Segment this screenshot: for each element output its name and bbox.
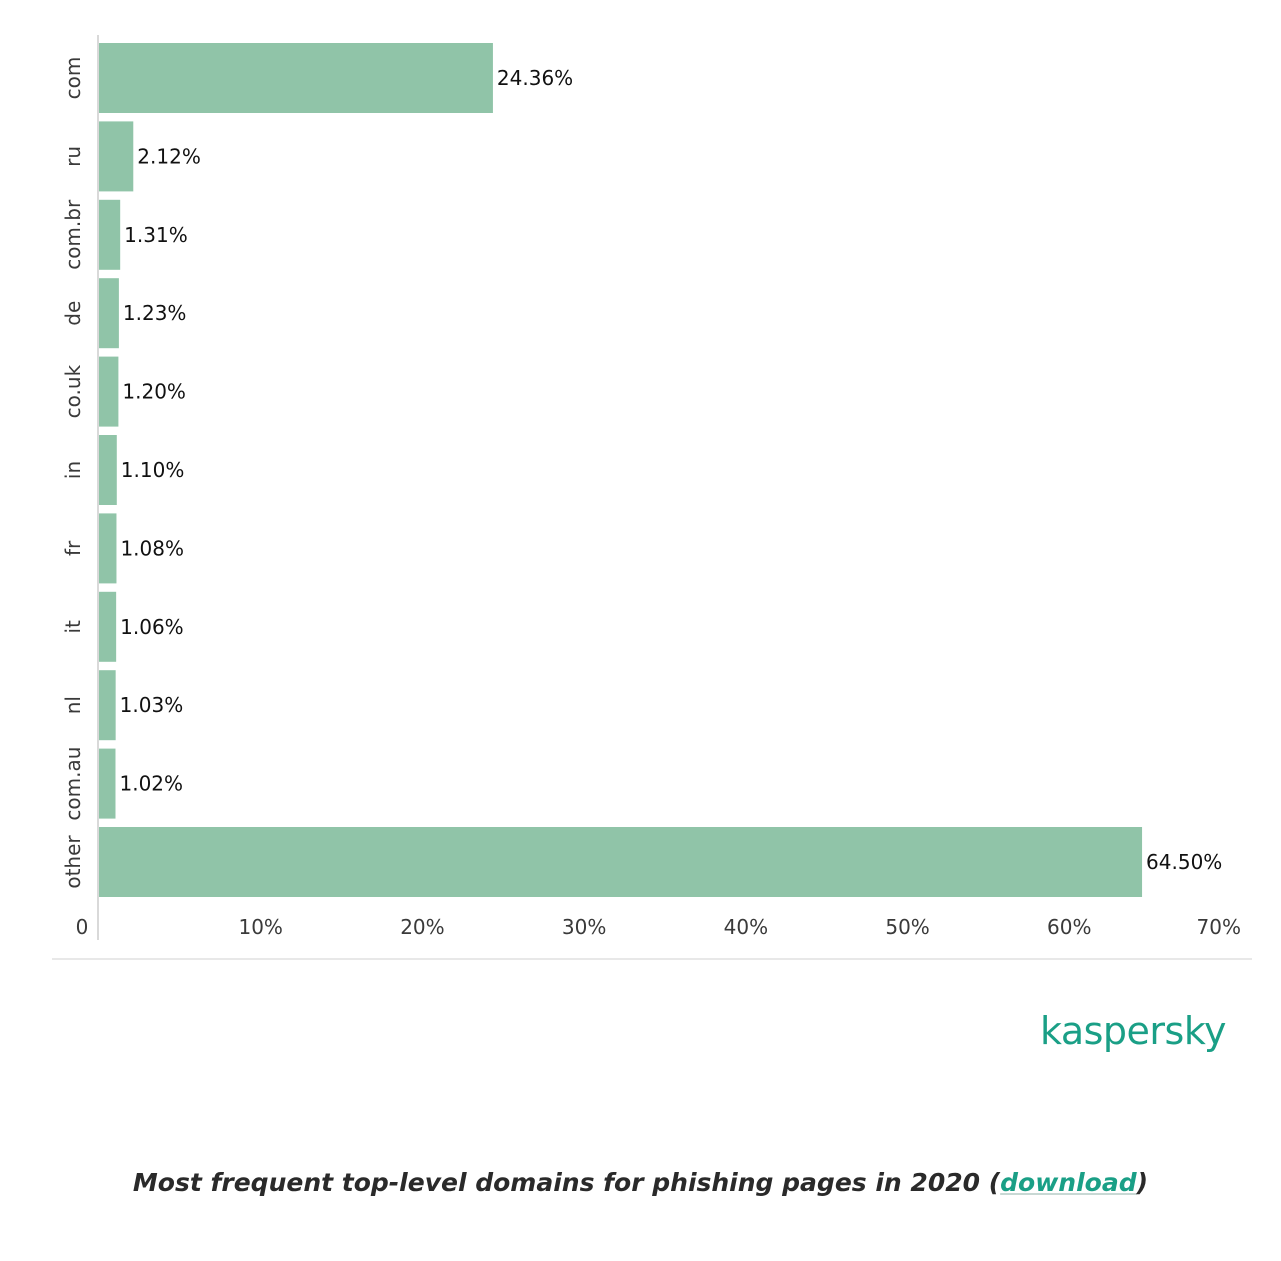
value-label-it: 1.06%: [120, 615, 184, 639]
value-label-com-au: 1.02%: [119, 772, 183, 796]
category-label-com: com: [61, 57, 85, 100]
x-tick-label-70: 70%: [1197, 915, 1241, 939]
bar-in: [99, 435, 117, 505]
download-link[interactable]: download: [1000, 1168, 1137, 1197]
category-label-nl: nl: [61, 696, 85, 714]
value-label-com: 24.36%: [497, 66, 573, 90]
bar-other: [99, 827, 1143, 897]
x-tick-label-60: 60%: [1047, 915, 1091, 939]
bar-it: [99, 591, 117, 662]
value-label-other: 64.50%: [1146, 850, 1222, 874]
x-tick-label-10: 10%: [238, 915, 282, 939]
bar-de: [99, 278, 119, 349]
category-label-in: in: [61, 461, 85, 479]
x-tick-label-20: 20%: [400, 915, 444, 939]
x-tick-label-50: 50%: [885, 915, 929, 939]
x-tick-label-0: 0: [76, 915, 89, 939]
category-label-com-br: com.br: [61, 199, 85, 270]
caption-text-end: ): [1136, 1168, 1149, 1197]
category-label-fr: fr: [61, 540, 85, 556]
value-label-in: 1.10%: [121, 458, 185, 482]
bar-com-au: [99, 748, 116, 819]
bar-com: [99, 43, 493, 113]
kaspersky-logo: kaspersky: [1040, 1009, 1226, 1053]
caption-text: Most frequent top-level domains for phis…: [132, 1168, 1001, 1197]
value-label-nl: 1.03%: [120, 693, 184, 717]
category-label-com-au: com.au: [61, 747, 85, 821]
value-label-com-br: 1.31%: [124, 223, 188, 247]
value-label-ru: 2.12%: [137, 144, 201, 168]
value-label-co-uk: 1.20%: [122, 380, 186, 404]
bar-co-uk: [99, 356, 119, 427]
x-axis-ticks: 0 10% 20% 30% 40% 50% 60% 70%: [76, 915, 1241, 939]
bar-ru: [99, 121, 134, 192]
x-tick-label-40: 40%: [724, 915, 768, 939]
value-label-de: 1.23%: [123, 301, 187, 325]
category-label-co-uk: co.uk: [61, 364, 85, 418]
category-labels: com ru com.br de co.uk in fr it nl com.au other: [61, 57, 85, 889]
chart-caption: Most frequent top-level domains for phis…: [0, 1168, 1281, 1197]
bar-chart: com ru com.br de co.uk in fr it nl com.au other 24…: [52, 35, 1252, 960]
category-label-de: de: [61, 301, 85, 326]
bar-com-br: [99, 199, 121, 270]
value-label-fr: 1.08%: [120, 536, 184, 560]
bars-group: [99, 43, 1143, 897]
category-label-it: it: [61, 620, 85, 634]
bar-fr: [99, 513, 117, 584]
bar-nl: [99, 670, 116, 741]
x-tick-label-30: 30%: [562, 915, 606, 939]
category-label-ru: ru: [61, 146, 85, 167]
value-labels: 24.36% 2.12% 1.31% 1.23% 1.20% 1.10% 1.08% 1.06…: [119, 66, 1222, 874]
category-label-other: other: [61, 835, 85, 889]
